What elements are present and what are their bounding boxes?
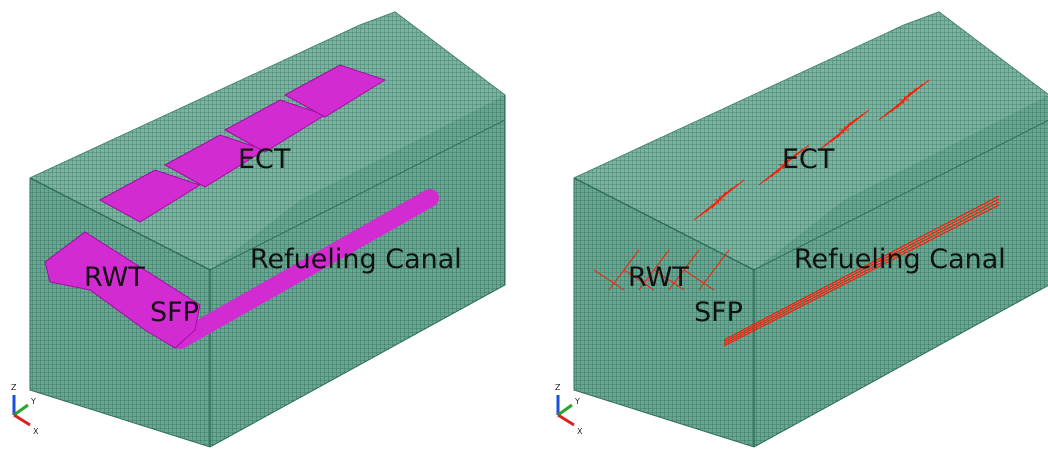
rwt-sfp-pool bbox=[44, 231, 201, 349]
axis-label: Z bbox=[555, 383, 561, 392]
axis-label: Y bbox=[30, 397, 36, 406]
axis-label: X bbox=[577, 427, 583, 436]
mesh-edge bbox=[209, 119, 506, 271]
canal-truss bbox=[723, 195, 1000, 341]
rwt-truss bbox=[683, 269, 715, 291]
mesh-top bbox=[574, 12, 1048, 270]
axis-label: X bbox=[33, 427, 39, 436]
axis-x bbox=[13, 413, 31, 427]
region-label: ECT bbox=[238, 144, 291, 175]
rwt-truss bbox=[623, 269, 655, 291]
rwt-truss bbox=[653, 269, 685, 291]
axis-x bbox=[557, 413, 575, 427]
canal-truss bbox=[723, 204, 1000, 347]
canal bbox=[171, 189, 439, 349]
rwt-truss bbox=[593, 269, 625, 291]
mesh-edge bbox=[753, 119, 1048, 271]
canal-truss bbox=[723, 198, 1000, 343]
axis-y bbox=[557, 403, 573, 417]
axis-label: Y bbox=[574, 397, 580, 406]
ect-pool bbox=[98, 169, 202, 223]
axis-y bbox=[13, 403, 29, 417]
region-label: RWT bbox=[84, 262, 145, 293]
region-label: Refueling Canal bbox=[250, 244, 462, 275]
region-label: RWT bbox=[628, 262, 689, 293]
rwt-truss bbox=[698, 249, 730, 291]
canal-truss bbox=[723, 201, 1000, 345]
axis-label: Z bbox=[11, 383, 17, 392]
ect-pool bbox=[283, 64, 387, 118]
region-label: Refueling Canal bbox=[794, 244, 1006, 275]
region-label: SFP bbox=[694, 297, 743, 328]
region-label: SFP bbox=[150, 297, 199, 328]
region-label: ECT bbox=[782, 144, 835, 175]
